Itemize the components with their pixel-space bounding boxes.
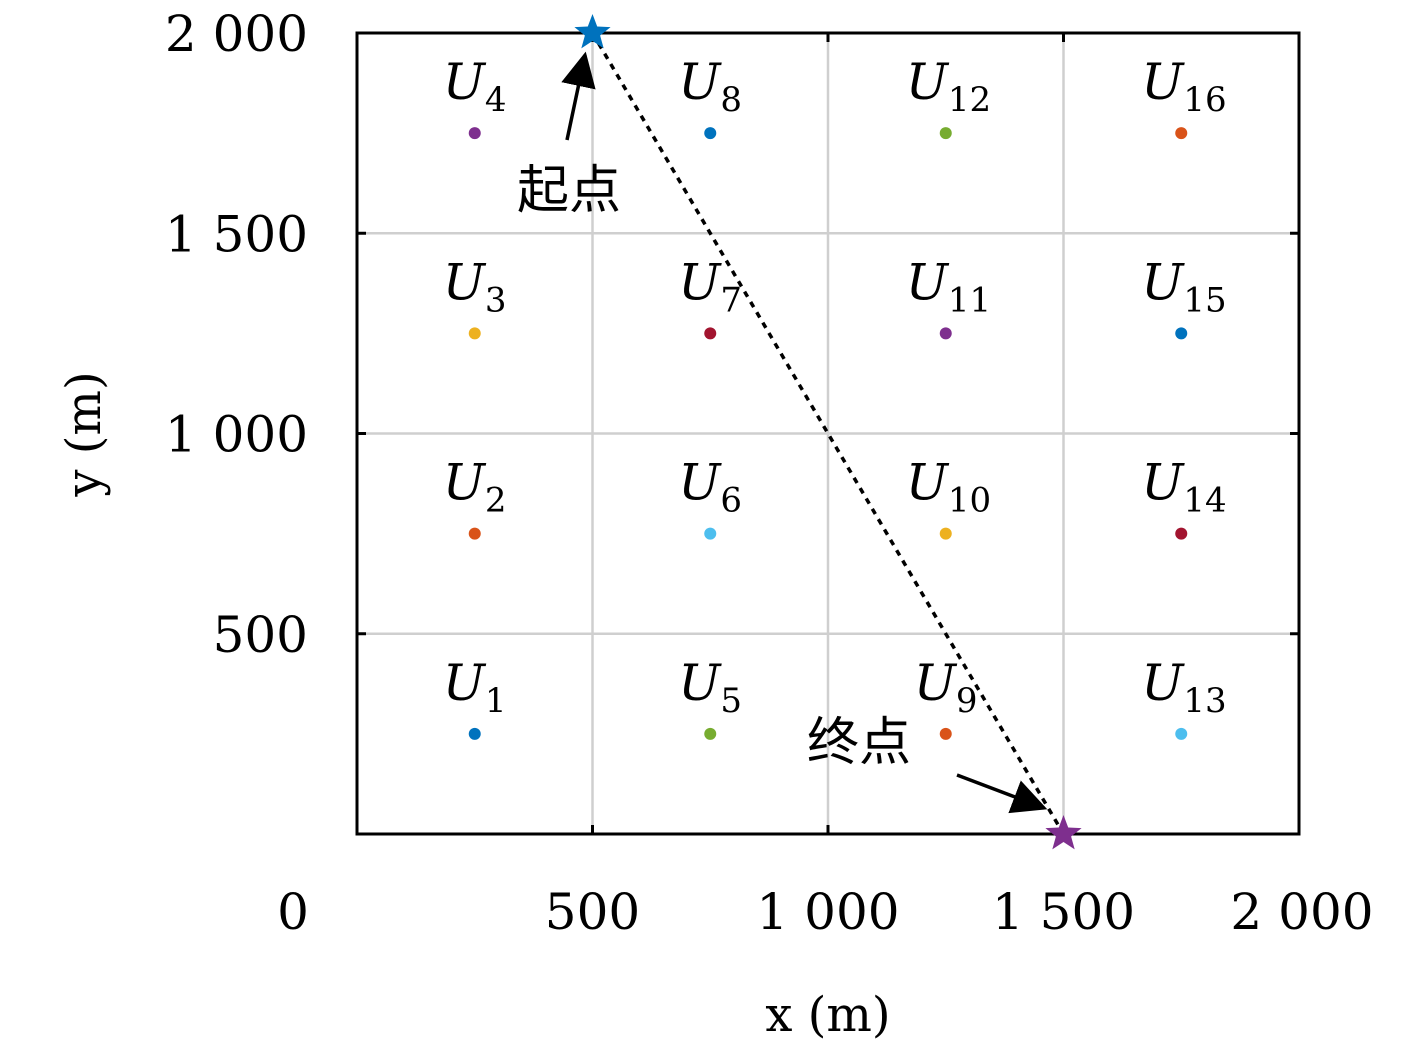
user-label-subscript: 3: [485, 280, 507, 320]
user-point-11: [939, 327, 952, 340]
user-label-5: U5: [678, 654, 742, 721]
user-label-subscript: 15: [1183, 280, 1226, 320]
user-label-subscript: 8: [720, 80, 742, 120]
user-point-2: [468, 527, 481, 540]
y-tick-label: 1 500: [165, 205, 308, 263]
user-label-subscript: 10: [948, 481, 991, 521]
user-label-7: U7: [678, 253, 742, 320]
user-label-subscript: 4: [485, 80, 507, 120]
y-tick-label: 500: [213, 606, 308, 664]
user-label-subscript: 16: [1183, 80, 1226, 120]
x-tick-label: 1 000: [756, 883, 899, 941]
user-point-14: [1175, 527, 1188, 540]
grid-layer: [357, 33, 1299, 834]
user-label-4: U4: [443, 53, 507, 120]
user-point-9: [939, 727, 952, 740]
end-annotation-label: 终点: [807, 713, 911, 773]
axis-labels: x (m) y (m): [56, 371, 891, 1043]
trajectory-layer: [574, 14, 1082, 850]
user-point-10: [939, 527, 952, 540]
user-point-7: [704, 327, 717, 340]
user-point-16: [1175, 127, 1188, 140]
user-point-1: [468, 727, 481, 740]
user-point-3: [468, 327, 481, 340]
y-axis-label: y (m): [56, 371, 112, 497]
user-label-subscript: 11: [948, 280, 991, 320]
user-label-12: U12: [906, 53, 991, 120]
user-label-subscript: 9: [956, 681, 978, 721]
user-label-16: U16: [1141, 53, 1226, 120]
y-tick-label: 1 000: [165, 406, 308, 464]
start-annotation-arrow: [561, 51, 596, 141]
user-label-2: U2: [443, 454, 507, 521]
user-point-6: [704, 527, 717, 540]
user-label-subscript: 2: [485, 481, 507, 521]
user-label-14: U14: [1141, 454, 1226, 521]
user-point-13: [1175, 727, 1188, 740]
start-annotation-label: 起点: [517, 161, 621, 221]
user-points: U1 U2 U3 U4 U5 U6 U7 U8 U9 U10 U11 U12 U13 U14 U15 U16: [443, 53, 1227, 740]
user-label-subscript: 6: [720, 481, 742, 521]
user-point-15: [1175, 327, 1188, 340]
user-label-subscript: 1: [485, 681, 507, 721]
user-label-subscript: 12: [948, 80, 991, 120]
start-marker: [574, 14, 611, 49]
end-annotation-arrow: [956, 773, 1048, 814]
end-marker: [1045, 815, 1082, 850]
user-label-3: U3: [443, 253, 507, 320]
user-label-subscript: 5: [720, 681, 742, 721]
x-tick-label: 1 500: [992, 883, 1135, 941]
y-tick-label: 2 000: [165, 5, 308, 63]
user-point-8: [704, 127, 717, 140]
x-tick-label: 2 000: [1230, 883, 1373, 941]
x-axis-label: x (m): [765, 987, 890, 1043]
user-label-subscript: 14: [1183, 481, 1226, 521]
user-label-1: U1: [443, 654, 507, 721]
user-label-9: U9: [914, 654, 978, 721]
user-label-subscript: 13: [1183, 681, 1226, 721]
user-point-12: [939, 127, 952, 140]
axes-frame: [355, 31, 1301, 836]
user-label-15: U15: [1141, 253, 1226, 320]
user-point-4: [468, 127, 481, 140]
x-tick-label: 0: [277, 883, 309, 941]
user-point-5: [704, 727, 717, 740]
user-label-11: U11: [906, 253, 991, 320]
tick-labels: 500 1 000 1 500 2 000 0 500 1 000 1 500 2 000: [165, 5, 1374, 941]
user-label-13: U13: [1141, 654, 1226, 721]
user-label-subscript: 7: [720, 280, 742, 320]
user-label-10: U10: [906, 454, 991, 521]
x-tick-label: 500: [545, 883, 640, 941]
user-label-6: U6: [678, 454, 742, 521]
user-label-8: U8: [678, 53, 742, 120]
